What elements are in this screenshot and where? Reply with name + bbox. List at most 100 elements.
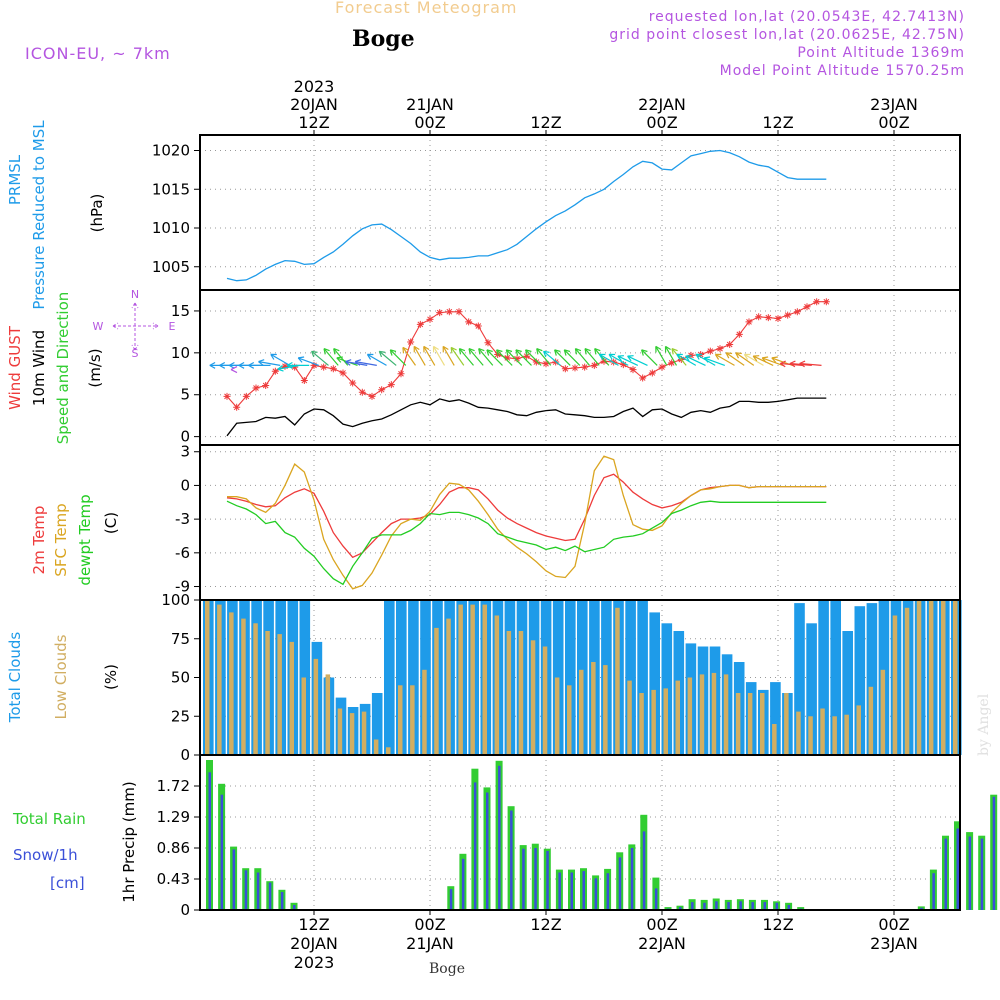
wind-direction-arrow	[563, 349, 581, 366]
gust-marker	[397, 370, 405, 378]
low-cloud-bar	[808, 716, 813, 756]
panel-frame	[199, 754, 961, 911]
low-cloud-bar	[422, 669, 427, 756]
total-cloud-bar	[396, 600, 407, 755]
snow-bar	[461, 858, 465, 910]
temp-2m-label: 2m Temp	[30, 506, 48, 575]
snow-bar	[980, 838, 984, 910]
gust-marker	[339, 369, 347, 377]
top-time-label: 12Z	[298, 113, 329, 132]
wind-direction-arrow	[676, 353, 697, 366]
wind-arrow-head	[771, 356, 778, 363]
snow-bar	[244, 870, 248, 910]
wind-10m-label: 10m Wind	[30, 330, 48, 406]
gust-marker	[455, 308, 463, 316]
y-tick-label: 5	[180, 386, 190, 404]
snow-bar	[691, 902, 694, 910]
snow-bar	[522, 848, 525, 910]
wind-arrow-head	[486, 349, 493, 356]
low-cloud-bar	[735, 693, 741, 755]
wind-arrow-head	[779, 360, 786, 368]
low-cloud-bar	[579, 669, 584, 756]
snow-bar	[992, 796, 996, 910]
snow-bar	[944, 838, 947, 910]
snow-bar	[775, 902, 779, 910]
wind-arrow-head	[442, 345, 449, 353]
snow-bar	[679, 907, 682, 910]
wind-arrow-head	[323, 348, 330, 355]
wind-direction-arrow	[608, 353, 629, 366]
low-cloud-bar	[229, 612, 234, 755]
snow-bar	[956, 828, 959, 910]
wind-arrow-head	[458, 348, 466, 355]
snow-bar	[739, 901, 742, 910]
low-cloud-bar	[494, 615, 500, 755]
gust-marker	[358, 388, 366, 396]
wind-direction-arrow	[725, 352, 745, 366]
gust-marker	[300, 376, 308, 384]
wind-direction-arrow	[442, 346, 455, 366]
dewpt-line	[226, 500, 827, 586]
low-cloud-bar	[253, 623, 258, 756]
wind-direction-arrow	[744, 353, 764, 366]
low-cloud-bar	[723, 674, 729, 755]
gust-marker	[668, 359, 676, 367]
total-cloud-bar	[625, 600, 636, 755]
gust-marker	[581, 363, 589, 371]
place-name: Boge	[352, 26, 415, 52]
wind-direction-arrow	[664, 346, 678, 366]
gust-marker	[735, 330, 743, 338]
low-cloud-bar	[747, 693, 753, 755]
wind-arrow-head	[664, 345, 671, 353]
top-time-label: 12Z	[530, 113, 561, 132]
requested-coords: requested lon,lat (20.0543E, 42.7413N)	[648, 9, 965, 25]
gust-marker	[387, 381, 395, 389]
low-cloud-bar	[892, 615, 898, 755]
top-time-label: 00Z	[414, 113, 445, 132]
y-tick-label: 0	[180, 428, 190, 446]
wind-direction-arrow	[496, 349, 513, 366]
model-label: ICON-EU, ~ 7km	[25, 44, 171, 63]
low-cloud-bar	[832, 716, 837, 756]
bottom-time-label: 22JAN	[638, 934, 686, 953]
low-cloud-bar	[410, 685, 415, 756]
wind-arrow-head	[671, 348, 678, 355]
wind-arrow-head	[219, 361, 226, 369]
low-cloud-bar	[941, 600, 946, 755]
wind-arrow-head	[695, 353, 703, 360]
top-time-label: 21JAN	[406, 95, 454, 114]
wind-arrow-head	[655, 345, 662, 353]
top-time-label: 00Z	[646, 113, 677, 132]
snow-bar	[534, 848, 537, 910]
rain-bar	[797, 907, 805, 910]
top-time-label: 12Z	[762, 113, 793, 132]
wind-direction-arrow	[402, 347, 416, 366]
total-cloud-bar	[866, 603, 878, 755]
snow-bar	[570, 872, 573, 910]
y-tick-label: 0.86	[157, 839, 190, 857]
low-cloud-bar	[518, 631, 524, 755]
low-cloud-bar	[361, 711, 367, 755]
wind-arrow-head	[752, 355, 760, 362]
wind-direction-arrow	[258, 361, 281, 366]
total-cloud-bar	[830, 600, 841, 755]
low-cloud-bar	[856, 705, 861, 755]
low-clouds-label: Low Clouds	[52, 634, 70, 719]
gust-marker	[648, 369, 656, 377]
gust-marker	[320, 363, 328, 371]
byline-watermark: by Angel	[976, 693, 992, 756]
snow-bar	[268, 882, 272, 910]
wind-arrow-head	[789, 360, 796, 368]
top-time-label: 23JAN	[870, 95, 918, 114]
snow-bar	[932, 873, 935, 910]
low-cloud-bar	[554, 677, 560, 755]
bottom-time-label: 12Z	[530, 915, 561, 934]
wind-direction-arrow	[478, 348, 494, 366]
total-cloud-bar	[649, 612, 660, 755]
clouds-unit: (%)	[102, 664, 120, 690]
gust-marker	[764, 314, 772, 322]
gust-marker	[706, 347, 714, 355]
compass-rose	[112, 302, 159, 351]
wind-direction-arrow	[323, 348, 339, 366]
